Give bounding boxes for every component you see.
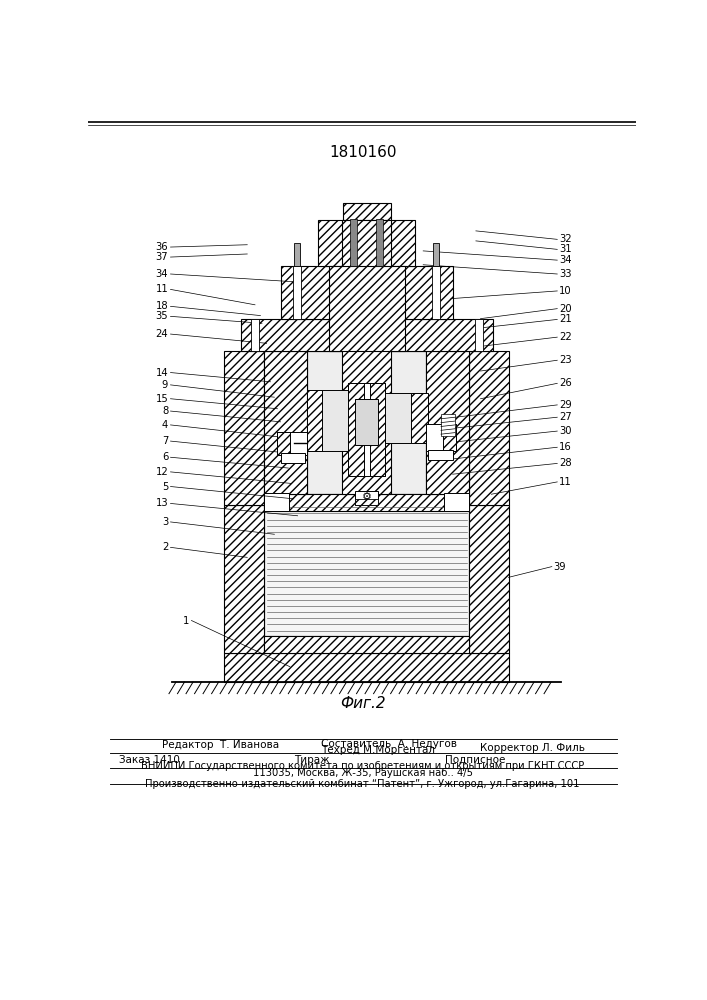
Text: Производственно-издательский комбинат “Патент”, г. Ужгород, ул.Гагарина, 101: Производственно-издательский комбинат “П… [146,779,580,789]
Bar [441,414,455,436]
Bar [307,351,426,494]
Text: 6: 6 [162,452,168,462]
Bar [370,383,385,476]
Text: 13: 13 [156,498,168,508]
Text: 18: 18 [156,301,168,311]
Text: 1810160: 1810160 [329,145,397,160]
Bar [444,493,469,511]
Bar [224,505,264,653]
Text: 11: 11 [156,284,168,294]
Text: 15: 15 [156,394,168,404]
Bar [317,220,416,266]
Text: 24: 24 [156,329,168,339]
Bar [341,220,392,494]
Text: 1: 1 [182,615,189,626]
Text: 36: 36 [156,242,168,252]
Text: 31: 31 [559,244,571,254]
Bar [307,389,348,451]
Text: Фиг.2: Фиг.2 [340,696,385,711]
Bar [469,351,509,505]
Bar [433,243,440,266]
Bar [241,319,493,351]
Text: 14: 14 [156,368,168,378]
Text: 37: 37 [156,252,168,262]
Bar [355,491,378,505]
Text: 26: 26 [559,378,571,388]
Bar [329,266,404,351]
Text: Техред М.Моргентал: Техред М.Моргентал [321,745,435,755]
Text: 4: 4 [162,420,168,430]
Bar [348,383,363,476]
Text: 23: 23 [559,355,571,365]
Bar [264,494,469,511]
Text: 12: 12 [156,467,168,477]
Bar [343,203,391,220]
Text: 11: 11 [559,477,571,487]
Bar [426,424,456,451]
Text: 33: 33 [559,269,571,279]
Text: 8: 8 [162,406,168,416]
Bar [428,450,452,460]
Bar [281,453,305,463]
Text: 27: 27 [559,412,571,422]
Text: 7: 7 [162,436,168,446]
Bar [355,499,378,505]
Bar [264,351,307,494]
Text: 20: 20 [559,304,571,314]
Bar [277,432,290,455]
Bar [411,393,428,443]
Text: 21: 21 [559,314,571,324]
Bar [376,219,383,266]
Bar [475,319,483,351]
Text: 16: 16 [559,442,571,452]
Text: Редактор  Т. Иванова: Редактор Т. Иванова [162,740,279,750]
Text: 34: 34 [559,255,571,265]
Text: 22: 22 [559,332,571,342]
Text: Заказ 1410: Заказ 1410 [119,755,180,765]
Bar [224,653,509,682]
Text: ⚙: ⚙ [361,492,372,502]
Bar [281,266,452,319]
Bar [293,266,300,319]
Text: 113035, Москва, Ж-35, Раушская наб.. 4/5: 113035, Москва, Ж-35, Раушская наб.. 4/5 [252,768,473,778]
Bar [277,432,307,455]
Text: Тираж: Тираж [293,755,329,765]
Text: 2: 2 [162,542,168,552]
Text: Корректор Л. Филь: Корректор Л. Филь [480,743,585,753]
Bar [264,493,289,511]
Text: Подписное: Подписное [445,755,506,765]
Bar [426,351,469,494]
Text: 5: 5 [162,482,168,492]
Text: 34: 34 [156,269,168,279]
Bar [469,505,509,653]
Bar [348,383,385,476]
Text: 39: 39 [554,562,566,572]
Bar [351,219,357,266]
Bar [433,266,440,319]
Text: 29: 29 [559,400,571,410]
Bar [224,351,264,505]
Text: 28: 28 [559,458,571,468]
Text: ВНИИПИ Государственного комитета по изобретениям и открытиям при ГКНТ СССР: ВНИИПИ Государственного комитета по изоб… [141,761,585,771]
Bar [355,399,378,445]
Text: 30: 30 [559,426,571,436]
Bar [264,636,469,653]
Bar [385,393,426,443]
Text: 9: 9 [162,380,168,390]
Text: 3: 3 [162,517,168,527]
Bar [264,505,469,636]
Text: 10: 10 [559,286,571,296]
Bar [293,243,300,266]
Bar [251,319,259,351]
Bar [443,424,456,451]
Text: 35: 35 [156,311,168,321]
Bar [307,389,322,451]
Text: 32: 32 [559,234,571,244]
Text: Составитель  А. Недугов: Составитель А. Недугов [321,739,457,749]
